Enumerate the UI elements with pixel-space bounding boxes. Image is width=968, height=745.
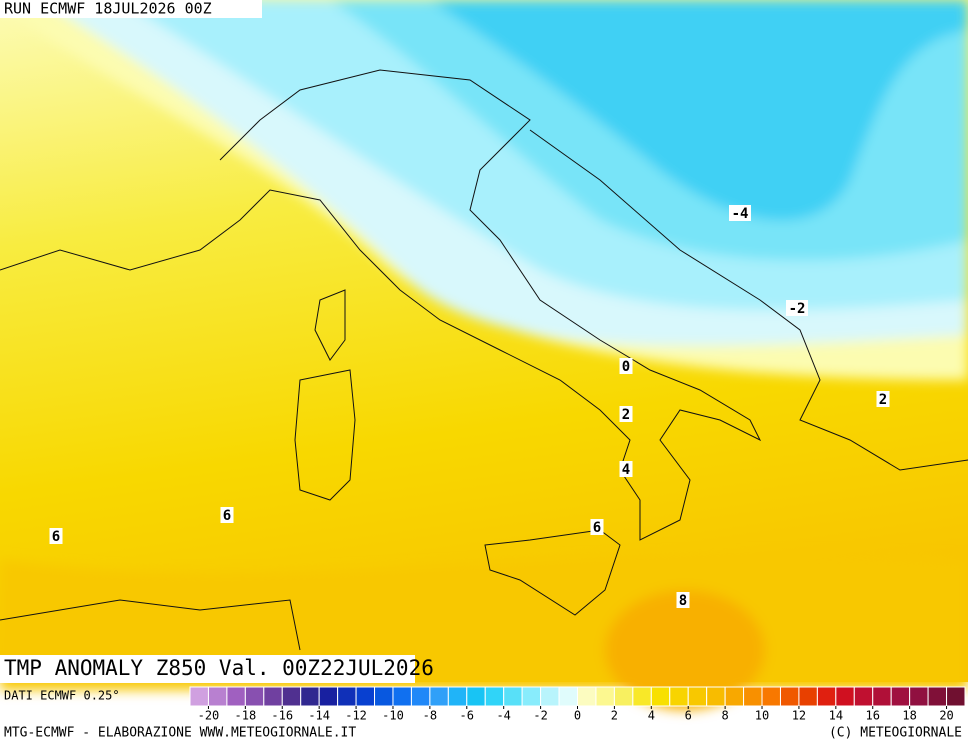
- colorbar-box: [946, 686, 966, 707]
- contour-label: 6: [52, 529, 60, 545]
- colorbar-box: [816, 686, 837, 707]
- colorbar-box: [466, 686, 486, 707]
- colorbar-box: [484, 686, 505, 707]
- colorbar-box: [281, 686, 302, 707]
- contour-label: 0: [622, 359, 630, 375]
- colorbar-box: [909, 686, 929, 707]
- colorbar-box: [521, 686, 542, 707]
- credit-label: MTG-ECMWF - ELABORAZIONE WWW.METEOGIORNA…: [4, 726, 356, 741]
- contour-label-box: [619, 461, 633, 477]
- colorbar-box: [244, 686, 265, 707]
- colorbar-tick-label: -16: [271, 709, 293, 723]
- colorbar-box: [687, 686, 708, 707]
- colorbar-tick-label: 0: [574, 709, 581, 723]
- colorbar-tick-label: 8: [722, 709, 729, 723]
- colorbar-tick-label: -20: [198, 709, 220, 723]
- run-label: RUN ECMWF 18JUL2026 00Z: [4, 0, 212, 18]
- contour-label-box: [220, 507, 234, 523]
- colorbar-tick-label: 10: [755, 709, 769, 723]
- contour-label: -2: [789, 301, 806, 317]
- colorbar-box: [429, 686, 449, 707]
- colorbar-tick-label: 4: [648, 709, 655, 723]
- colorbar-box: [226, 686, 246, 707]
- colorbar-tick-label: -12: [345, 709, 367, 723]
- colorbar-tick-label: 16: [866, 709, 880, 723]
- colorbar-tick-label: -2: [533, 709, 547, 723]
- colorbar-tick-label: -18: [235, 709, 257, 723]
- colorbar-box: [503, 686, 523, 707]
- colorbar-tick-label: 20: [939, 709, 953, 723]
- colorbar-box: [761, 686, 781, 707]
- colorbar-box: [577, 686, 597, 707]
- contour-label-box: [619, 358, 633, 374]
- coastlines: [0, 69, 968, 651]
- colorbar-box: [798, 686, 818, 707]
- colorbar-box: [650, 686, 671, 707]
- contour-label-box: [619, 406, 633, 422]
- colorbar-box: [447, 686, 468, 707]
- field: [0, 0, 968, 710]
- colorbar-tick-label: -8: [423, 709, 437, 723]
- colorbar-box: [835, 686, 855, 707]
- colorbar: -20 -18 -16 -14 -12 -10 -8 -6 -4 -2 0 2 4 6 8 10 12 14 16 1…: [189, 686, 966, 723]
- colorbar-box: [872, 686, 892, 707]
- colorbar-box: [743, 686, 763, 707]
- contour-label-box: [49, 528, 63, 544]
- colorbar-box: [890, 686, 911, 707]
- colorbar-tick-label: -14: [308, 709, 330, 723]
- contour-label: 2: [622, 407, 630, 423]
- contour-label: 8: [679, 593, 687, 609]
- colorbar-box: [410, 686, 431, 707]
- contour-label: 6: [593, 520, 601, 536]
- colorbar-tick-label: 14: [829, 709, 843, 723]
- contour-label-box: [590, 519, 604, 535]
- contour-label-box: [786, 300, 808, 316]
- contour-label: 2: [879, 392, 887, 408]
- colorbar-box: [853, 686, 874, 707]
- colorbar-box: [355, 686, 376, 707]
- colorbar-box: [595, 686, 615, 707]
- copyright-label: (C) METEOGIORNALE: [829, 726, 962, 741]
- colorbar-box: [300, 686, 320, 707]
- colorbar-box: [927, 686, 948, 707]
- colorbar-tick-label: 18: [902, 709, 916, 723]
- title-box: [0, 655, 415, 683]
- contour-label: 6: [223, 508, 231, 524]
- colorbar-box: [337, 686, 357, 707]
- colorbar-tick-label: -4: [496, 709, 510, 723]
- contour-label-box: [676, 592, 690, 608]
- colorbar-box: [540, 686, 560, 707]
- colorbar-box: [207, 686, 228, 707]
- contour-label-box: [876, 391, 890, 407]
- colorbar-box: [189, 686, 209, 707]
- map-title: TMP ANOMALY Z850 Val. 00Z22JUL2026: [4, 656, 434, 680]
- colorbar-tick-label: 12: [792, 709, 806, 723]
- source-label: DATI ECMWF 0.25°: [4, 689, 120, 703]
- colorbar-tick-label: -10: [382, 709, 404, 723]
- contour-label: 4: [622, 462, 630, 478]
- colorbar-box: [374, 686, 394, 707]
- colorbar-box: [724, 686, 745, 707]
- colorbar-box: [392, 686, 412, 707]
- colorbar-box: [669, 686, 689, 707]
- colorbar-box: [613, 686, 634, 707]
- colorbar-tick-label: -6: [460, 709, 474, 723]
- colorbar-box: [779, 686, 800, 707]
- colorbar-box: [558, 686, 578, 707]
- contour-label: -4: [732, 206, 749, 222]
- contour-labels: -4 -2 0 2 4 6 6 6 8 2: [49, 205, 890, 609]
- colorbar-box: [632, 686, 652, 707]
- colorbar-tick-label: 2: [611, 709, 618, 723]
- colorbar-box: [318, 686, 339, 707]
- colorbar-box: [706, 686, 726, 707]
- run-box: [0, 0, 262, 18]
- contour-label-box: [729, 205, 751, 221]
- colorbar-tick-label: 6: [685, 709, 692, 723]
- colorbar-box: [263, 686, 283, 707]
